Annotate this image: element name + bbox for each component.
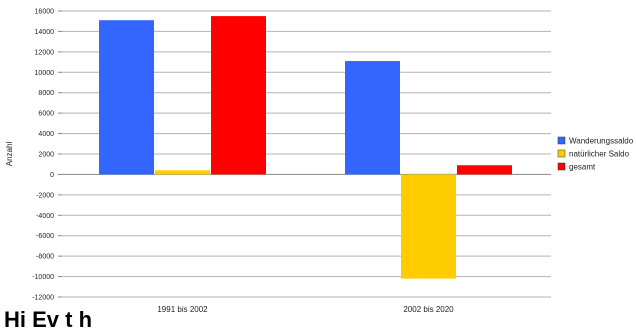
y-tick-label: 12000 — [35, 49, 55, 56]
bar — [345, 61, 400, 175]
y-tick-label: 16000 — [35, 9, 55, 16]
caption-text: Hi Ev t h — [4, 307, 93, 332]
legend-swatch — [557, 162, 566, 171]
y-tick-label: 10000 — [35, 70, 55, 77]
x-category-label: 2002 bis 2020 — [403, 305, 454, 314]
bars — [99, 16, 512, 279]
y-tick-label: -4000 — [36, 213, 54, 220]
y-tick-label: -6000 — [36, 233, 54, 240]
y-tick-label: -10000 — [32, 274, 54, 281]
bar — [155, 170, 210, 175]
x-axis-categories: 1991 bis 2002 2002 bis 2020 — [157, 305, 454, 314]
bar — [211, 16, 266, 175]
y-tick-label: 14000 — [35, 29, 55, 36]
y-tick-label: 4000 — [38, 131, 54, 138]
bar — [457, 165, 512, 175]
legend-swatch — [557, 149, 566, 158]
y-axis-ticks: -12000 -10000 -8000 -6000 -4000 -2000 0 2000 400… — [32, 9, 54, 302]
y-tick-label: 8000 — [38, 90, 54, 97]
legend-swatch — [557, 136, 566, 145]
legend: Wanderungssaldo natürlicher Saldo gesamt — [557, 136, 634, 172]
y-tick-label: 2000 — [38, 152, 54, 159]
y-tick-label: 0 — [50, 172, 54, 179]
legend-label: Wanderungssaldo — [569, 137, 634, 146]
bar — [99, 20, 154, 175]
x-category-label: 1991 bis 2002 — [157, 305, 208, 314]
legend-label: natürlicher Saldo — [569, 150, 630, 159]
bar-chart: -12000 -10000 -8000 -6000 -4000 -2000 0 2000 400… — [5, 9, 634, 315]
y-tick-label: -8000 — [36, 254, 54, 261]
bar — [401, 174, 456, 279]
y-axis-label: Anzahl — [5, 142, 14, 167]
y-tick-label: -12000 — [32, 295, 54, 302]
y-tick-label: 6000 — [38, 111, 54, 118]
y-tick-label: -2000 — [36, 192, 54, 199]
legend-label: gesamt — [569, 163, 596, 172]
